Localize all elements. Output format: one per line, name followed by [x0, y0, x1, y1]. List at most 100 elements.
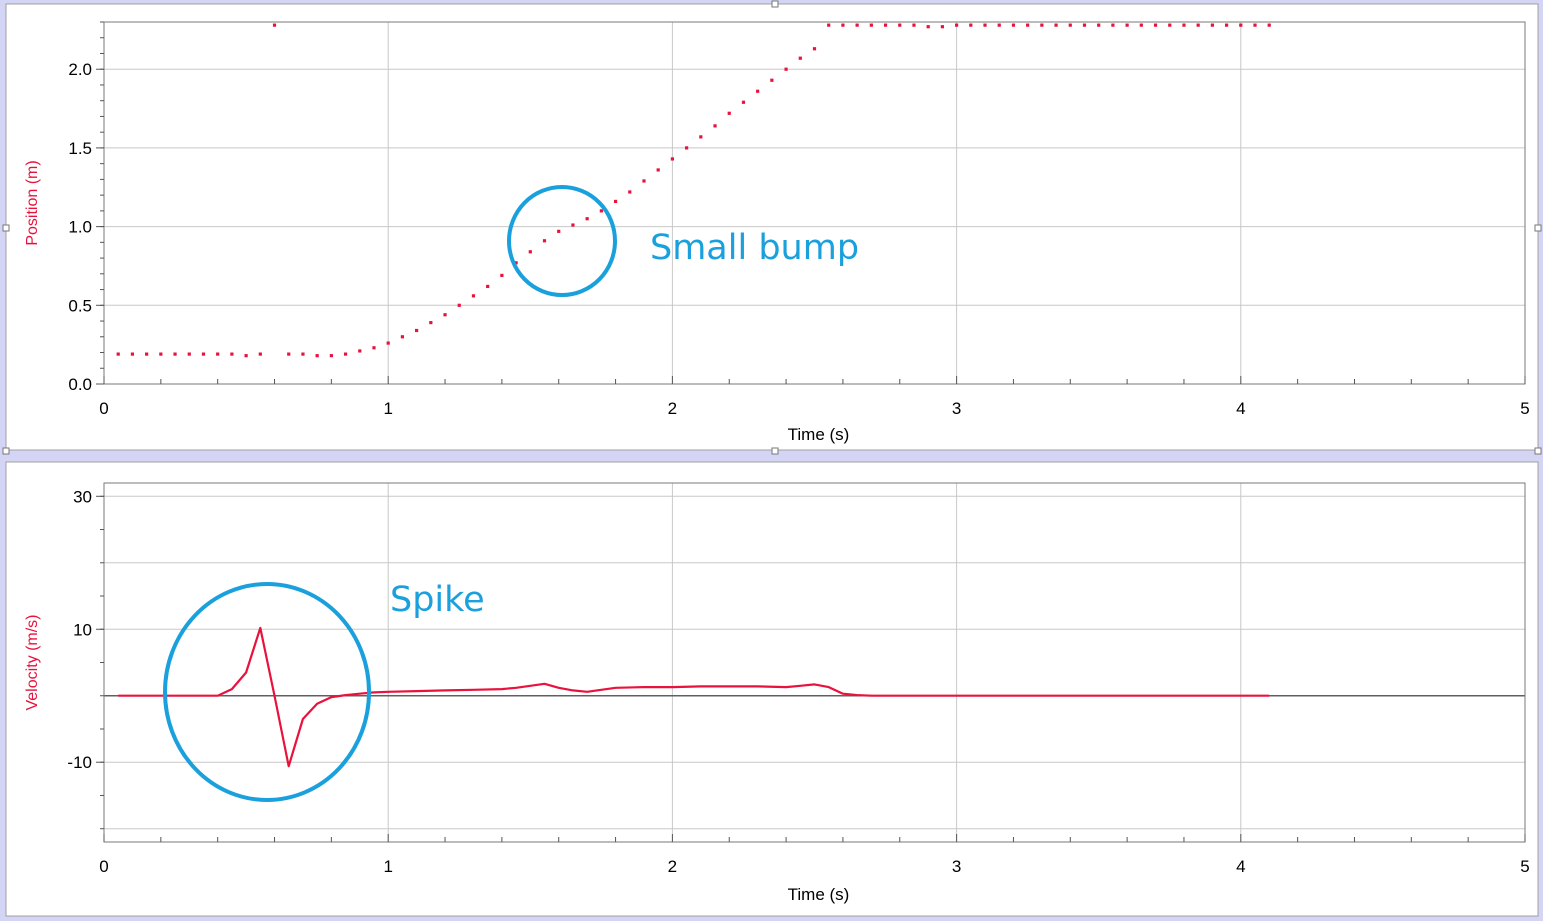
data-point[interactable] [443, 313, 447, 317]
data-point[interactable] [1068, 23, 1072, 27]
data-point[interactable] [1153, 23, 1158, 27]
data-point[interactable] [699, 135, 703, 139]
data-point[interactable] [770, 78, 774, 82]
data-point[interactable] [798, 56, 802, 60]
data-point[interactable] [272, 23, 277, 27]
resize-handle-top[interactable] [771, 0, 779, 8]
data-point[interactable] [159, 352, 163, 356]
resize-handle-right[interactable] [1534, 224, 1542, 232]
data-point[interactable] [201, 352, 206, 356]
data-point[interactable] [329, 354, 333, 358]
data-point[interactable] [955, 23, 959, 27]
data-point[interactable] [1139, 23, 1143, 27]
data-point[interactable] [557, 229, 561, 233]
data-point[interactable] [656, 168, 660, 172]
data-point[interactable] [1182, 23, 1186, 27]
data-point[interactable] [287, 352, 291, 356]
resize-handle-left[interactable] [2, 224, 10, 232]
data-point[interactable] [685, 146, 689, 150]
spike-annotation: Spike [390, 580, 485, 620]
data-point[interactable] [784, 67, 788, 71]
data-point[interactable] [1125, 23, 1129, 27]
data-point[interactable] [343, 352, 348, 356]
data-point[interactable] [969, 23, 973, 27]
data-point[interactable] [756, 89, 760, 93]
data-point[interactable] [1267, 23, 1271, 27]
data-point[interactable] [1026, 23, 1030, 27]
data-point[interactable] [997, 23, 1001, 27]
data-point[interactable] [400, 335, 405, 339]
data-point[interactable] [841, 23, 845, 27]
data-point[interactable] [386, 341, 390, 345]
data-point[interactable] [1253, 23, 1257, 27]
data-point[interactable] [983, 23, 987, 27]
data-point[interactable] [1239, 23, 1243, 27]
data-point[interactable] [883, 23, 888, 27]
resize-handle-corner-bl[interactable] [2, 447, 10, 455]
data-point[interactable] [628, 190, 632, 194]
velocity-series-line[interactable] [118, 626, 1270, 768]
data-point[interactable] [642, 179, 646, 183]
data-point[interactable] [926, 25, 930, 29]
x-tick-label: 3 [952, 399, 961, 418]
data-point[interactable] [940, 25, 944, 29]
data-point[interactable] [585, 217, 589, 221]
data-point[interactable] [1224, 23, 1229, 27]
data-point[interactable] [812, 47, 817, 51]
data-point[interactable] [145, 352, 149, 356]
position-chart[interactable]: 0 1 2 3 4 5 0.0 0.5 1.0 1.5 2.0 Time (s) Position (m… [24, 21, 1530, 444]
data-point[interactable] [315, 354, 319, 358]
data-point[interactable] [514, 261, 518, 265]
data-point[interactable] [670, 157, 674, 161]
data-point[interactable] [528, 250, 532, 254]
small-bump-circle [507, 185, 617, 297]
data-point[interactable] [599, 209, 603, 213]
data-point[interactable] [173, 352, 177, 356]
data-point[interactable] [116, 352, 120, 356]
data-point[interactable] [358, 349, 362, 353]
data-point[interactable] [613, 199, 618, 204]
data-point[interactable] [372, 346, 376, 350]
data-point[interactable] [571, 223, 575, 227]
data-point[interactable] [827, 23, 831, 27]
data-point[interactable] [898, 23, 902, 27]
data-point[interactable] [429, 321, 433, 325]
data-point[interactable] [258, 352, 262, 356]
data-point[interactable] [230, 352, 234, 356]
data-point[interactable] [1196, 23, 1200, 27]
data-point[interactable] [713, 124, 717, 128]
data-point[interactable] [1097, 23, 1101, 27]
y-axis-label: Velocity (m/s) [24, 614, 41, 710]
velocity-chart[interactable]: 0 1 2 3 4 5 -10 10 30 Time (s) Velocity (m/s) [24, 482, 1530, 904]
data-point[interactable] [869, 23, 873, 27]
x-tick-label: 2 [668, 857, 677, 876]
data-point[interactable] [1082, 23, 1087, 27]
data-point[interactable] [216, 352, 220, 356]
data-point[interactable] [457, 303, 461, 307]
data-point[interactable] [187, 352, 191, 356]
data-point[interactable] [1168, 23, 1172, 27]
data-point[interactable] [1111, 23, 1115, 27]
data-point[interactable] [471, 294, 476, 298]
data-point[interactable] [542, 239, 547, 243]
data-point[interactable] [727, 111, 731, 115]
data-point[interactable] [1054, 23, 1058, 27]
plot-area[interactable] [103, 21, 1526, 385]
data-point[interactable] [500, 273, 504, 277]
data-point[interactable] [1040, 23, 1044, 27]
data-point[interactable] [1210, 23, 1214, 27]
data-point[interactable] [486, 284, 490, 289]
y-tick-label: 1.5 [68, 139, 92, 158]
resize-handle-bottom[interactable] [771, 447, 779, 455]
data-point[interactable] [301, 352, 305, 356]
data-point[interactable] [244, 354, 248, 358]
data-point[interactable] [1011, 23, 1016, 27]
data-point[interactable] [741, 100, 746, 104]
data-point[interactable] [912, 23, 916, 27]
data-point[interactable] [415, 328, 419, 333]
resize-handle-corner-br[interactable] [1534, 447, 1542, 455]
x-tick-label: 0 [99, 399, 108, 418]
data-point[interactable] [855, 23, 859, 27]
data-point[interactable] [130, 352, 135, 356]
